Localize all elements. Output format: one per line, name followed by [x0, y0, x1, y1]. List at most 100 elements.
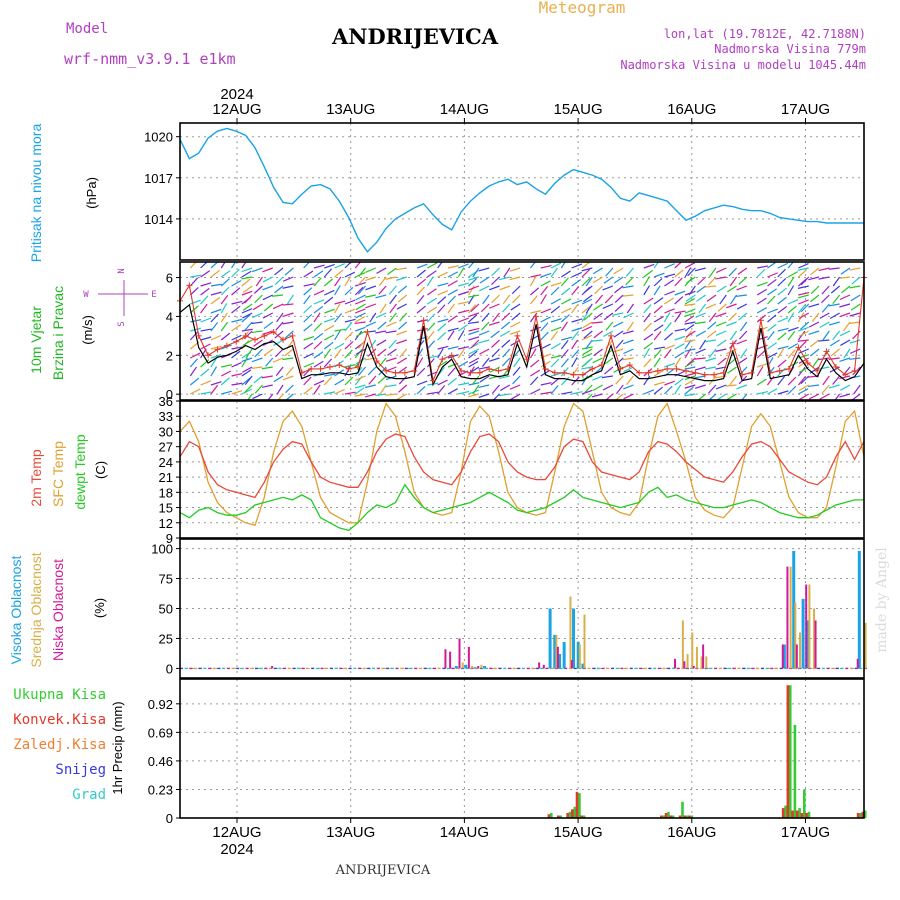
precip-bar [793, 724, 797, 818]
wind-arrow [200, 303, 208, 314]
wind-arrow [715, 348, 727, 352]
cloud-bar [814, 620, 817, 669]
wind-arrow [447, 289, 458, 296]
wind-arrow [377, 321, 387, 330]
cloud-bar [705, 656, 708, 669]
wind-arrow [643, 342, 654, 350]
model-elevation-text: Nadmorska Visina u modelu 1045.44m [620, 58, 866, 72]
wind-arrow [447, 315, 458, 323]
wind-arrow [581, 312, 589, 323]
wind-arrow [828, 303, 840, 307]
wind-arrow [355, 312, 366, 319]
wind-arrow [210, 321, 219, 332]
wind-arrow [241, 357, 253, 363]
wind-arrow [756, 307, 768, 314]
wind-arrow [593, 303, 603, 311]
wind-arrow [513, 357, 521, 368]
wind-arrow [550, 305, 561, 314]
wind-arrow [399, 312, 408, 322]
precip-bar [798, 808, 801, 818]
wind-arrow [643, 312, 651, 323]
wind-arrow [396, 276, 407, 281]
wind-arrow [355, 357, 366, 365]
wind-arrow [684, 315, 695, 323]
wind-arrow [530, 274, 542, 278]
wind-arrow [818, 339, 830, 342]
wind-arrow [810, 267, 820, 276]
wind-arrow [708, 267, 717, 278]
wind-arrow [447, 265, 459, 269]
wind-arrow [190, 327, 202, 332]
wind-arrow [540, 343, 551, 350]
wind-arrow [757, 265, 769, 269]
wind-arrow [767, 288, 777, 296]
wind-arrow [756, 349, 766, 359]
wind-arrow [812, 357, 820, 368]
wind-arrow [231, 305, 241, 314]
wind-arrow [602, 384, 614, 391]
y-tick-label: 9 [166, 531, 173, 546]
wind-arrow [231, 318, 243, 323]
wind-arrow [684, 339, 692, 350]
wind-arrow [530, 287, 540, 296]
wind-arrow [243, 384, 253, 394]
wind-arrow [457, 324, 468, 332]
wind-arrow [540, 382, 552, 386]
wind-arrow [728, 312, 737, 322]
wind-arrow [468, 327, 480, 332]
wind-arrow [387, 348, 397, 356]
wind-arrow [839, 330, 851, 337]
wind-arrow [741, 393, 748, 400]
wind-arrow [787, 330, 796, 341]
wind-arrow [583, 285, 593, 294]
wind-arrow [242, 285, 253, 294]
wind-arrow [777, 287, 787, 296]
wind-arrow [684, 324, 695, 332]
wind-arrow [664, 332, 674, 341]
wind-arrow [550, 262, 562, 269]
cloud-bar [570, 660, 573, 669]
wind-arrow [840, 267, 851, 275]
wind-arrow [571, 263, 583, 269]
wind-arrow [798, 393, 810, 400]
wind-arrow [571, 318, 583, 323]
wind-arrow [540, 264, 552, 269]
wind-arrow [550, 342, 561, 350]
wind-arrow [811, 312, 820, 323]
wind-arrow [540, 331, 549, 341]
wind-arrow [798, 312, 810, 319]
wind-arrow [488, 321, 500, 326]
cloud-bar [792, 550, 796, 669]
wind-arrow [591, 339, 603, 342]
y-tick-label: 4 [166, 309, 173, 324]
wind-arrow [416, 385, 426, 395]
cloud-unit: (%) [92, 598, 107, 618]
wind-arrow [715, 366, 727, 370]
wind-arrow [540, 308, 552, 314]
y-tick-label: 1020 [144, 130, 173, 145]
wind-arrow [447, 280, 458, 287]
year-top: 2024 [220, 86, 253, 103]
wind-arrow [389, 312, 397, 322]
wind-arrow [358, 366, 366, 376]
wind-arrow [251, 267, 263, 273]
wind-arrow [503, 267, 511, 278]
wind-arrow [200, 262, 208, 269]
wind-arrow [736, 339, 748, 345]
compass-s: S [117, 321, 127, 326]
wind-arrow [180, 286, 181, 287]
day-label-top: 16AUG [667, 101, 716, 118]
wind-arrow [561, 391, 573, 395]
cloud-bar [578, 644, 581, 669]
wind-arrow [707, 321, 717, 330]
wind-arrow [694, 357, 706, 360]
wind-arrow [241, 262, 247, 269]
wind-arrow [643, 269, 653, 278]
cloud-bar [581, 663, 585, 669]
wind-arrow [797, 294, 809, 299]
cloud-bar [864, 622, 867, 669]
precip-bar [791, 810, 794, 818]
wind-arrow [540, 316, 551, 323]
precip-bar [788, 685, 792, 818]
wind-arrow [491, 384, 500, 394]
